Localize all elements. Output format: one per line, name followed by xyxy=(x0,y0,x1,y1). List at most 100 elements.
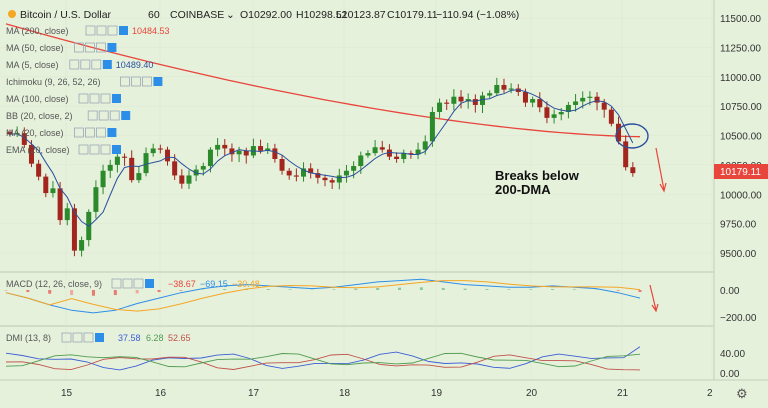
candle[interactable] xyxy=(186,175,192,184)
candle[interactable] xyxy=(315,173,321,178)
legend-control-icon[interactable] xyxy=(122,278,133,289)
indicator-legend-item[interactable]: EMA (20, close) xyxy=(6,144,121,155)
candle[interactable] xyxy=(336,175,342,183)
eye-icon[interactable] xyxy=(78,144,89,155)
candle[interactable] xyxy=(487,93,493,96)
candle[interactable] xyxy=(501,84,507,90)
macd-label[interactable]: MACD (12, 26, close, 9) xyxy=(6,279,102,289)
dmi-legend[interactable]: DMI (13, 8) 37.58 6.28 52.65 xyxy=(6,332,191,343)
candle[interactable] xyxy=(429,112,435,142)
close-icon[interactable] xyxy=(100,144,111,155)
candle[interactable] xyxy=(100,170,106,188)
candle[interactable] xyxy=(93,187,99,212)
ma5-line[interactable] xyxy=(9,89,634,227)
candle[interactable] xyxy=(57,188,63,221)
candle[interactable] xyxy=(200,166,206,170)
candle[interactable] xyxy=(243,150,249,156)
candle[interactable] xyxy=(107,164,113,171)
settings-icon[interactable] xyxy=(98,110,109,121)
drawing-arrow-down[interactable] xyxy=(655,147,665,191)
settings-icon[interactable] xyxy=(85,127,95,138)
candle[interactable] xyxy=(329,180,335,183)
indicator-label[interactable]: BB (20, close, 2) xyxy=(6,111,73,121)
legend-control-icon[interactable] xyxy=(145,279,154,288)
indicator-legend-item[interactable]: MA (5, close) 10489.40 xyxy=(6,59,153,70)
indicator-legend-item[interactable]: MA (100, close) xyxy=(6,93,121,104)
candle[interactable] xyxy=(508,88,514,90)
drawing-arrow-down-macd[interactable] xyxy=(649,284,657,311)
indicator-legend-item[interactable]: MA (50, close) xyxy=(6,42,117,53)
candle[interactable] xyxy=(394,156,400,159)
candle[interactable] xyxy=(286,170,292,176)
candle[interactable] xyxy=(372,147,378,154)
candle[interactable] xyxy=(558,112,564,115)
macd-signal-line[interactable] xyxy=(5,280,641,312)
candle[interactable] xyxy=(472,99,478,105)
candle[interactable] xyxy=(422,141,428,150)
symbol-interval[interactable]: 60 xyxy=(148,9,160,21)
candle[interactable] xyxy=(479,95,486,105)
eye-icon[interactable] xyxy=(87,110,98,121)
candle[interactable] xyxy=(28,144,34,164)
candle[interactable] xyxy=(157,148,163,150)
macd-line[interactable] xyxy=(5,278,641,314)
candle[interactable] xyxy=(43,176,49,194)
indicator-legend[interactable]: MA (200, close) 10484.53 MA (50, close) MA … xyxy=(6,25,170,155)
candle[interactable] xyxy=(522,92,528,103)
candle[interactable] xyxy=(150,148,156,154)
close-icon[interactable] xyxy=(141,76,152,87)
ma200-line[interactable] xyxy=(5,23,641,138)
more-options-icon[interactable] xyxy=(107,43,117,52)
candle[interactable] xyxy=(437,102,443,112)
eye-icon[interactable] xyxy=(69,59,80,70)
legend-control-icon[interactable] xyxy=(111,278,122,289)
indicator-label[interactable]: MA (5, close) xyxy=(6,60,59,70)
candle[interactable] xyxy=(458,96,464,102)
indicator-label[interactable]: Ichimoku (9, 26, 52, 26) xyxy=(6,77,101,87)
close-icon[interactable] xyxy=(100,93,111,104)
chevron-down-icon[interactable]: ⌄ xyxy=(226,9,235,21)
candle[interactable] xyxy=(630,167,636,174)
candle[interactable] xyxy=(379,147,385,150)
candle[interactable] xyxy=(537,99,543,108)
drawing-ellipse[interactable] xyxy=(615,123,649,149)
candle[interactable] xyxy=(551,114,557,118)
eye-icon[interactable] xyxy=(78,93,89,104)
eye-icon[interactable] xyxy=(120,76,130,87)
candle[interactable] xyxy=(386,149,392,157)
candle[interactable] xyxy=(573,101,579,105)
candle[interactable] xyxy=(114,156,120,165)
candle[interactable] xyxy=(143,153,149,174)
candle[interactable] xyxy=(293,175,299,177)
indicator-legend-item[interactable]: BB (20, close, 2) xyxy=(6,110,131,121)
candle[interactable] xyxy=(272,148,278,159)
candle[interactable] xyxy=(587,96,593,98)
candle[interactable] xyxy=(172,161,178,176)
candle[interactable] xyxy=(136,173,142,181)
settings-icon[interactable] xyxy=(89,144,100,155)
candle[interactable] xyxy=(616,123,622,142)
settings-icon[interactable] xyxy=(96,25,107,36)
candle[interactable] xyxy=(229,148,235,155)
candle[interactable] xyxy=(451,96,457,104)
candle[interactable] xyxy=(408,153,414,155)
more-options-icon[interactable] xyxy=(119,26,128,35)
candle[interactable] xyxy=(265,148,271,151)
indicator-label[interactable]: MA (20, close) xyxy=(6,128,64,138)
legend-control-icon[interactable] xyxy=(133,278,144,289)
candle[interactable] xyxy=(179,175,185,184)
candle[interactable] xyxy=(444,102,450,104)
candle[interactable] xyxy=(50,188,56,194)
close-icon[interactable] xyxy=(91,59,102,70)
indicator-legend-item[interactable]: Ichimoku (9, 26, 52, 26) xyxy=(6,76,163,87)
legend-control-icon[interactable] xyxy=(72,332,83,343)
close-icon[interactable] xyxy=(96,127,106,138)
candle[interactable] xyxy=(79,240,85,251)
more-options-icon[interactable] xyxy=(102,60,112,69)
legend-control-icon[interactable] xyxy=(95,333,104,342)
close-icon[interactable] xyxy=(107,25,118,36)
eye-icon[interactable] xyxy=(74,42,84,53)
settings-icon[interactable] xyxy=(80,59,91,70)
macd-legend[interactable]: MACD (12, 26, close, 9) −38.67 −69.15 −3… xyxy=(6,278,260,289)
